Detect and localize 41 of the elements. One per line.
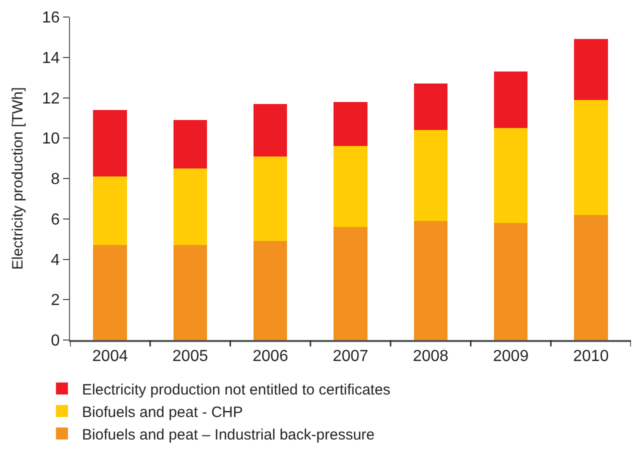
y-tick-label: 14 bbox=[42, 50, 60, 67]
y-tick-label: 8 bbox=[50, 171, 60, 188]
y-tick-label: 16 bbox=[42, 10, 60, 27]
bar bbox=[494, 72, 528, 128]
bar bbox=[574, 39, 608, 100]
x-tick-label: 2009 bbox=[492, 348, 529, 365]
y-tick-label: 4 bbox=[50, 252, 60, 269]
bar bbox=[93, 245, 127, 340]
y-axis-title: Electricity production [TWh] bbox=[9, 87, 26, 270]
bar bbox=[254, 156, 288, 242]
bar bbox=[574, 100, 608, 215]
x-tick-label: 2006 bbox=[252, 348, 288, 365]
bar bbox=[574, 214, 608, 340]
bar bbox=[254, 104, 288, 156]
y-tick-label: 10 bbox=[42, 130, 60, 148]
bar bbox=[254, 241, 288, 340]
bar bbox=[93, 110, 127, 176]
legend-label: Electricity production not entitled to certificates bbox=[82, 381, 390, 398]
bar bbox=[494, 222, 528, 340]
bar bbox=[173, 245, 208, 340]
y-tick-label: 6 bbox=[50, 211, 60, 228]
bar bbox=[414, 84, 448, 130]
bar bbox=[334, 146, 368, 227]
bar bbox=[173, 120, 208, 168]
legend-label: Biofuels and peat – Industrial back-pressure bbox=[82, 426, 375, 444]
x-tick-label: 2004 bbox=[92, 348, 128, 365]
y-tick-label: 2 bbox=[50, 292, 60, 310]
bar bbox=[414, 220, 448, 340]
bar bbox=[414, 130, 448, 221]
bar bbox=[93, 176, 127, 246]
bar bbox=[173, 168, 208, 246]
x-tick-label: 2008 bbox=[412, 348, 449, 365]
y-tick-label: 12 bbox=[42, 90, 60, 108]
legend-label: Biofuels and peat - CHP bbox=[82, 404, 243, 421]
y-tick-label: 0 bbox=[50, 332, 60, 350]
x-tick-label: 2007 bbox=[332, 348, 368, 365]
x-tick-label: 2005 bbox=[172, 348, 208, 365]
bar bbox=[334, 102, 368, 146]
bar bbox=[334, 226, 368, 340]
bar bbox=[494, 128, 528, 223]
x-tick-label: 2010 bbox=[573, 348, 609, 365]
